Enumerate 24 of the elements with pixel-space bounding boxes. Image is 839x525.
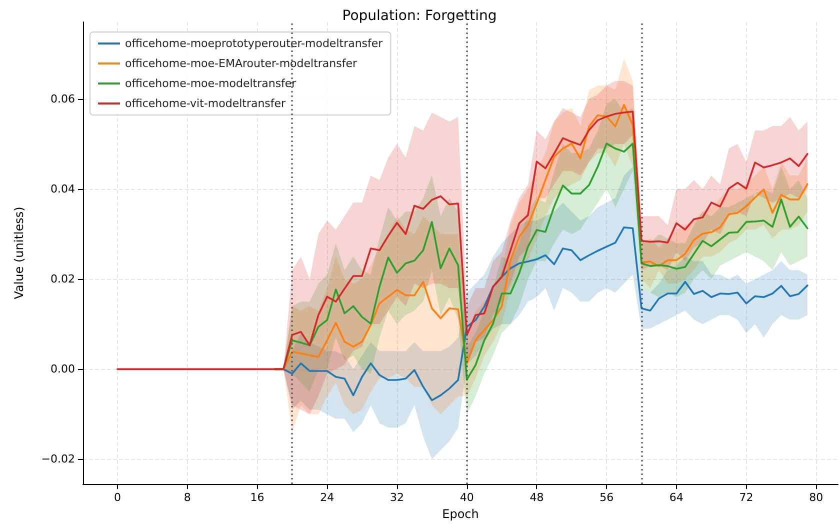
x-tick-label: 40: [460, 491, 474, 504]
x-tick-label: 80: [809, 491, 824, 504]
x-axis-title: Epoch: [442, 507, 479, 521]
x-tick-label: 56: [600, 491, 614, 504]
legend-label: officehome-moeprototyperouter-modeltransfer: [125, 37, 384, 50]
y-tick-label: 0.04: [50, 182, 75, 196]
legend-label: officehome-moe-EMArouter-modeltransfer: [125, 57, 358, 70]
y-axis-title: Value (unitless): [12, 206, 26, 300]
x-tick-label: 8: [184, 491, 191, 504]
x-tick-label: 64: [669, 491, 684, 504]
legend-label: officehome-moe-modeltransfer: [125, 77, 297, 90]
x-tick-label: 72: [739, 491, 754, 504]
x-tick-label: 48: [530, 491, 544, 504]
y-tick-label: 0.00: [50, 362, 75, 376]
x-tick-label: 16: [250, 491, 264, 504]
x-tick-label: 32: [390, 491, 404, 504]
y-tick-label: −0.02: [41, 452, 75, 466]
y-tick-label: 0.02: [50, 272, 75, 286]
line-series: [116, 110, 808, 370]
legend-label: officehome-vit-modeltransfer: [125, 97, 286, 110]
chart-title: Population: Forgetting: [342, 8, 497, 24]
y-tick-label: 0.06: [50, 92, 75, 106]
x-tick-label: 24: [320, 491, 334, 504]
x-tick-label: 0: [114, 491, 121, 504]
